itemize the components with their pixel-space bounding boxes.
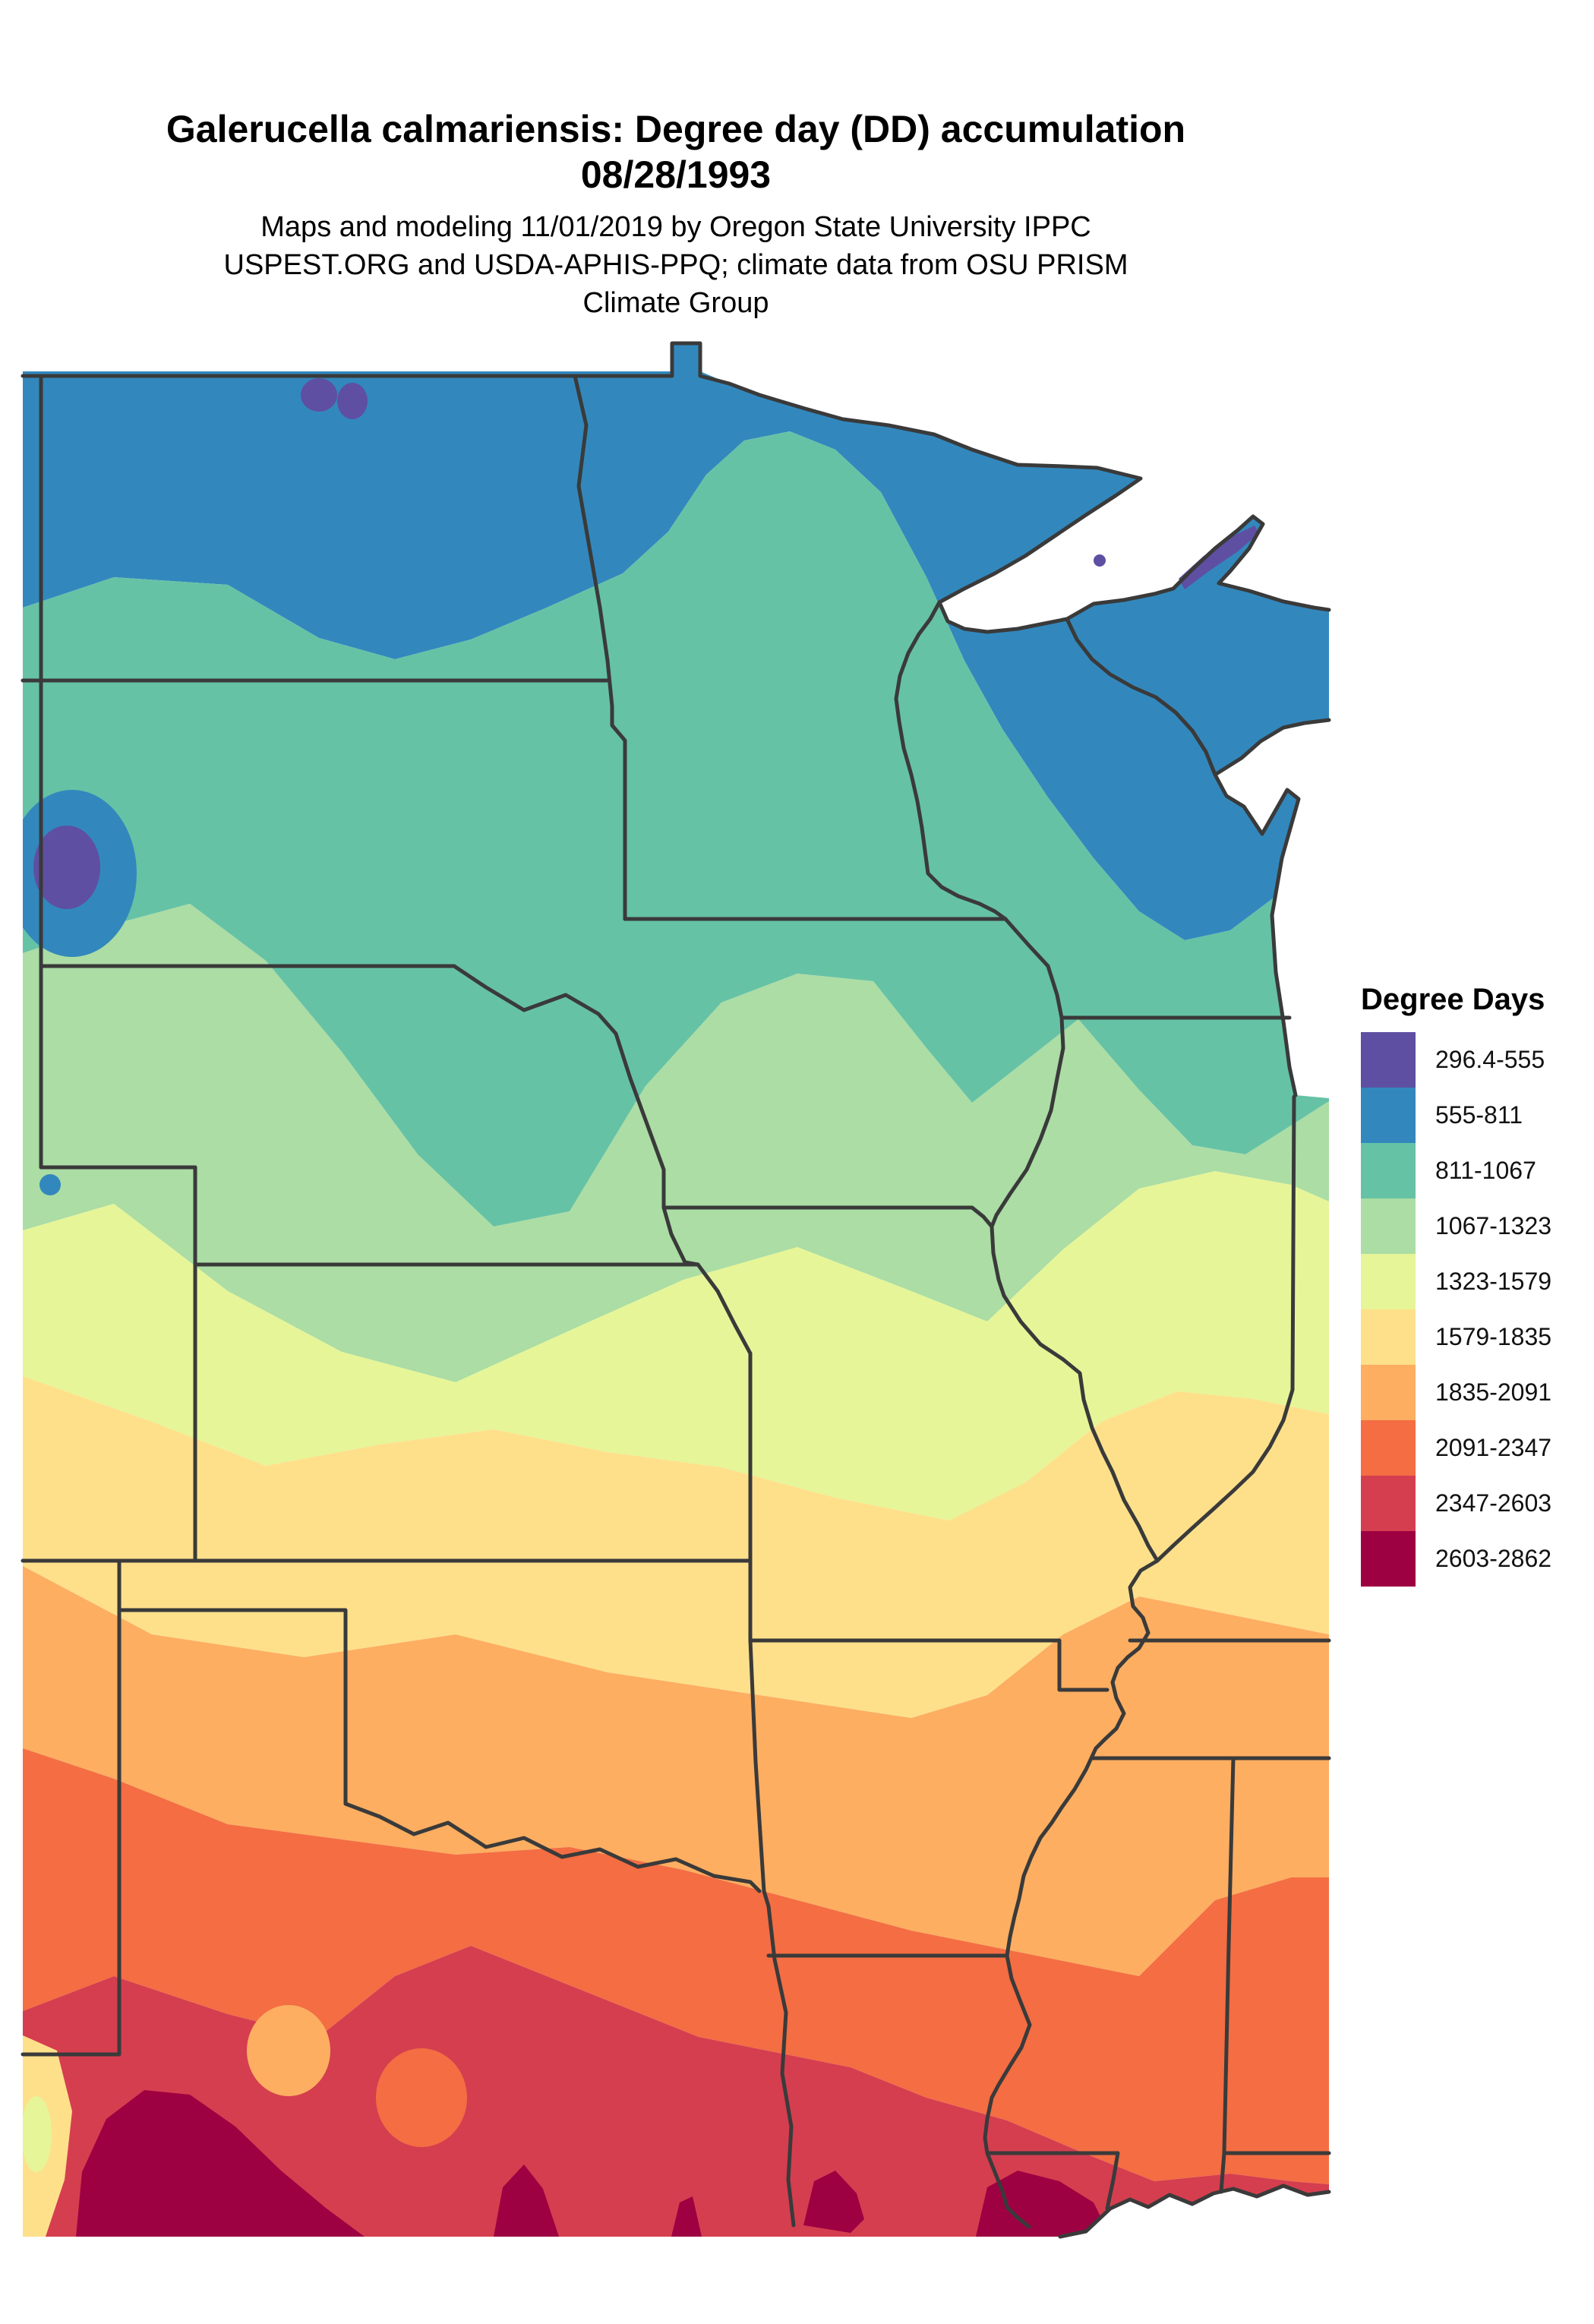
legend-item: 1067-1323	[1361, 1198, 1551, 1254]
legend-swatch	[1361, 1088, 1416, 1143]
border-ok-ar-sabine	[748, 1638, 796, 2228]
north-dakota-purple-patch	[337, 383, 368, 419]
texas-light-orange-pocket	[247, 2005, 330, 2096]
legend-label: 2603-2862	[1435, 1545, 1552, 1572]
legend-swatch	[1361, 1365, 1416, 1420]
legend-items: 296.4-555 555-811 811-1067 1067-1323 1323-15…	[1361, 1032, 1551, 1587]
legend-swatch	[1361, 1476, 1416, 1531]
legend: Degree Days 296.4-555 555-811 811-1067 1067…	[1361, 983, 1551, 1587]
legend-item: 2091-2347	[1361, 1420, 1551, 1476]
legend-swatch	[1361, 1309, 1416, 1365]
border-nd-mn-red-river	[573, 374, 627, 921]
blue-patch-west-edge	[39, 1174, 61, 1195]
louisiana-maroon-blob	[803, 2171, 864, 2233]
legend-item: 1835-2091	[1361, 1365, 1551, 1420]
border-mn-wi	[894, 600, 1008, 921]
title-block: Galerucella calmariensis: Degree day (DD…	[0, 106, 1352, 322]
map-date: 08/28/1993	[580, 153, 772, 196]
texas-maroon-dot	[671, 2196, 702, 2237]
dd-band-811-1067	[23, 431, 1329, 1227]
subtitle-line-2: USPEST.ORG and USDA-APHIS-PPQ; climate d…	[223, 249, 1128, 281]
subtitle-line-1: Maps and modeling 11/01/2019 by Oregon S…	[260, 211, 1091, 243]
lake-michigan-shore	[1213, 718, 1331, 1097]
legend-item: 1579-1835	[1361, 1309, 1551, 1365]
border-sd-ne-missouri-river	[39, 964, 753, 1356]
legend-label: 2091-2347	[1435, 1434, 1552, 1461]
dd-band-1835-2091	[23, 1566, 1329, 1976]
map-subtitle: Maps and modeling 11/01/2019 by Oregon S…	[0, 208, 1352, 322]
legend-item: 2347-2603	[1361, 1476, 1551, 1531]
border-ms-al	[1219, 1756, 1236, 2194]
border-mississippi-river	[983, 917, 1160, 2229]
legend-label: 1579-1835	[1435, 1323, 1552, 1350]
west-texas-palegreen-sliver	[23, 2096, 52, 2172]
legend-item: 296.4-555	[1361, 1032, 1551, 1088]
border-il-in-ohio-river	[1155, 1094, 1296, 1563]
border-mo-ar	[748, 1638, 1109, 1692]
legend-swatch	[1361, 1420, 1416, 1476]
legend-swatch	[1361, 1531, 1416, 1587]
legend-item: 1323-1579	[1361, 1254, 1551, 1309]
map-title: Galerucella calmariensis: Degree day (DD…	[166, 108, 1186, 150]
gulf-coast-maroon-blob	[976, 2171, 1108, 2237]
legend-label: 296.4-555	[1435, 1046, 1545, 1073]
legend-item: 555-811	[1361, 1088, 1551, 1143]
legend-label: 2347-2603	[1435, 1489, 1552, 1517]
border-wi-mi	[1065, 617, 1217, 777]
legend-swatch	[1361, 1198, 1416, 1254]
legend-label: 811-1067	[1435, 1157, 1536, 1184]
legend-label: 555-811	[1435, 1101, 1523, 1129]
dd-band-2347-2603	[23, 1946, 1329, 2237]
legend-item: 811-1067	[1361, 1143, 1551, 1198]
border-ia-mo	[661, 1205, 994, 1229]
border-nm-tx	[21, 1558, 122, 2057]
legend-label: 1323-1579	[1435, 1268, 1552, 1295]
border-la-ms	[985, 2151, 1120, 2211]
dd-band-555-811	[23, 342, 1329, 940]
texas-maroon-blob	[494, 2165, 559, 2237]
dd-band-1579-1835	[23, 1376, 1329, 1718]
black-hills-purple-patch	[33, 826, 100, 909]
gulf-coastline	[1058, 2183, 1331, 2239]
isle-royale-purple-patch	[1179, 526, 1259, 589]
dd-band-1323-1579	[23, 1171, 1329, 1520]
subtitle-line-3: Climate Group	[582, 287, 769, 319]
map-raster-bands	[23, 342, 1329, 2237]
border-ok-tx-panhandle	[117, 1608, 348, 1806]
legend-item: 2603-2862	[1361, 1531, 1551, 1587]
legend-swatch	[1361, 1143, 1416, 1198]
texas-orange-pocket	[376, 2048, 467, 2147]
north-dakota-purple-patch	[301, 378, 337, 412]
state-borders	[21, 374, 1331, 2229]
legend-label: 1835-2091	[1435, 1378, 1552, 1406]
big-bend-maroon-blob	[76, 2090, 365, 2237]
legend-title: Degree Days	[1361, 983, 1545, 1016]
legend-swatch	[1361, 1254, 1416, 1309]
legend-label: 1067-1323	[1435, 1212, 1552, 1239]
border-red-river	[343, 1801, 762, 1893]
legend-swatch	[1361, 1032, 1416, 1088]
superior-island-dot	[1094, 554, 1106, 567]
